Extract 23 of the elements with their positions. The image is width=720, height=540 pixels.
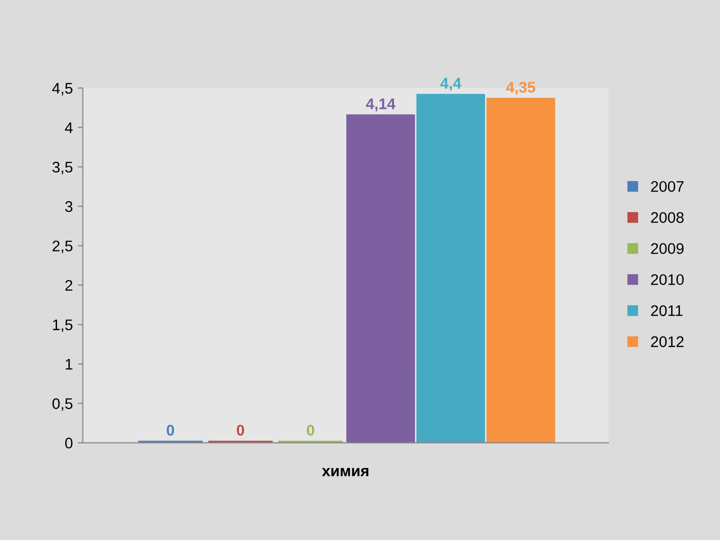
y-tick-label: 0 bbox=[65, 438, 72, 448]
data-label: 0 bbox=[306, 424, 314, 436]
legend-label: 2010 bbox=[651, 274, 684, 286]
data-label: 4,4 bbox=[440, 78, 462, 91]
data-label: 0 bbox=[166, 424, 174, 436]
legend-label: 2008 bbox=[651, 212, 684, 223]
y-tick-label: 3 bbox=[65, 201, 72, 212]
legend-label: 2011 bbox=[651, 305, 682, 316]
y-tick-label: 2,5 bbox=[52, 240, 72, 254]
y-tick-label: 1,5 bbox=[53, 320, 72, 332]
data-label: 4,35 bbox=[506, 82, 536, 95]
legend-label: 2009 bbox=[651, 243, 684, 254]
y-tick-label: 3,5 bbox=[52, 162, 72, 174]
legend-label: 2007 bbox=[651, 181, 684, 192]
y-tick-label: 0,5 bbox=[52, 398, 72, 411]
y-tick-label: 2 bbox=[65, 280, 72, 291]
legend-label: 2012 bbox=[651, 336, 684, 348]
y-tick-label: 4 bbox=[64, 122, 73, 133]
data-label: 4,14 bbox=[366, 98, 396, 112]
data-label: 0 bbox=[236, 424, 244, 436]
x-tick-label: химия bbox=[322, 468, 368, 476]
y-tick-label: 4,5 bbox=[52, 83, 72, 96]
y-tick-label: 1 bbox=[66, 358, 72, 370]
